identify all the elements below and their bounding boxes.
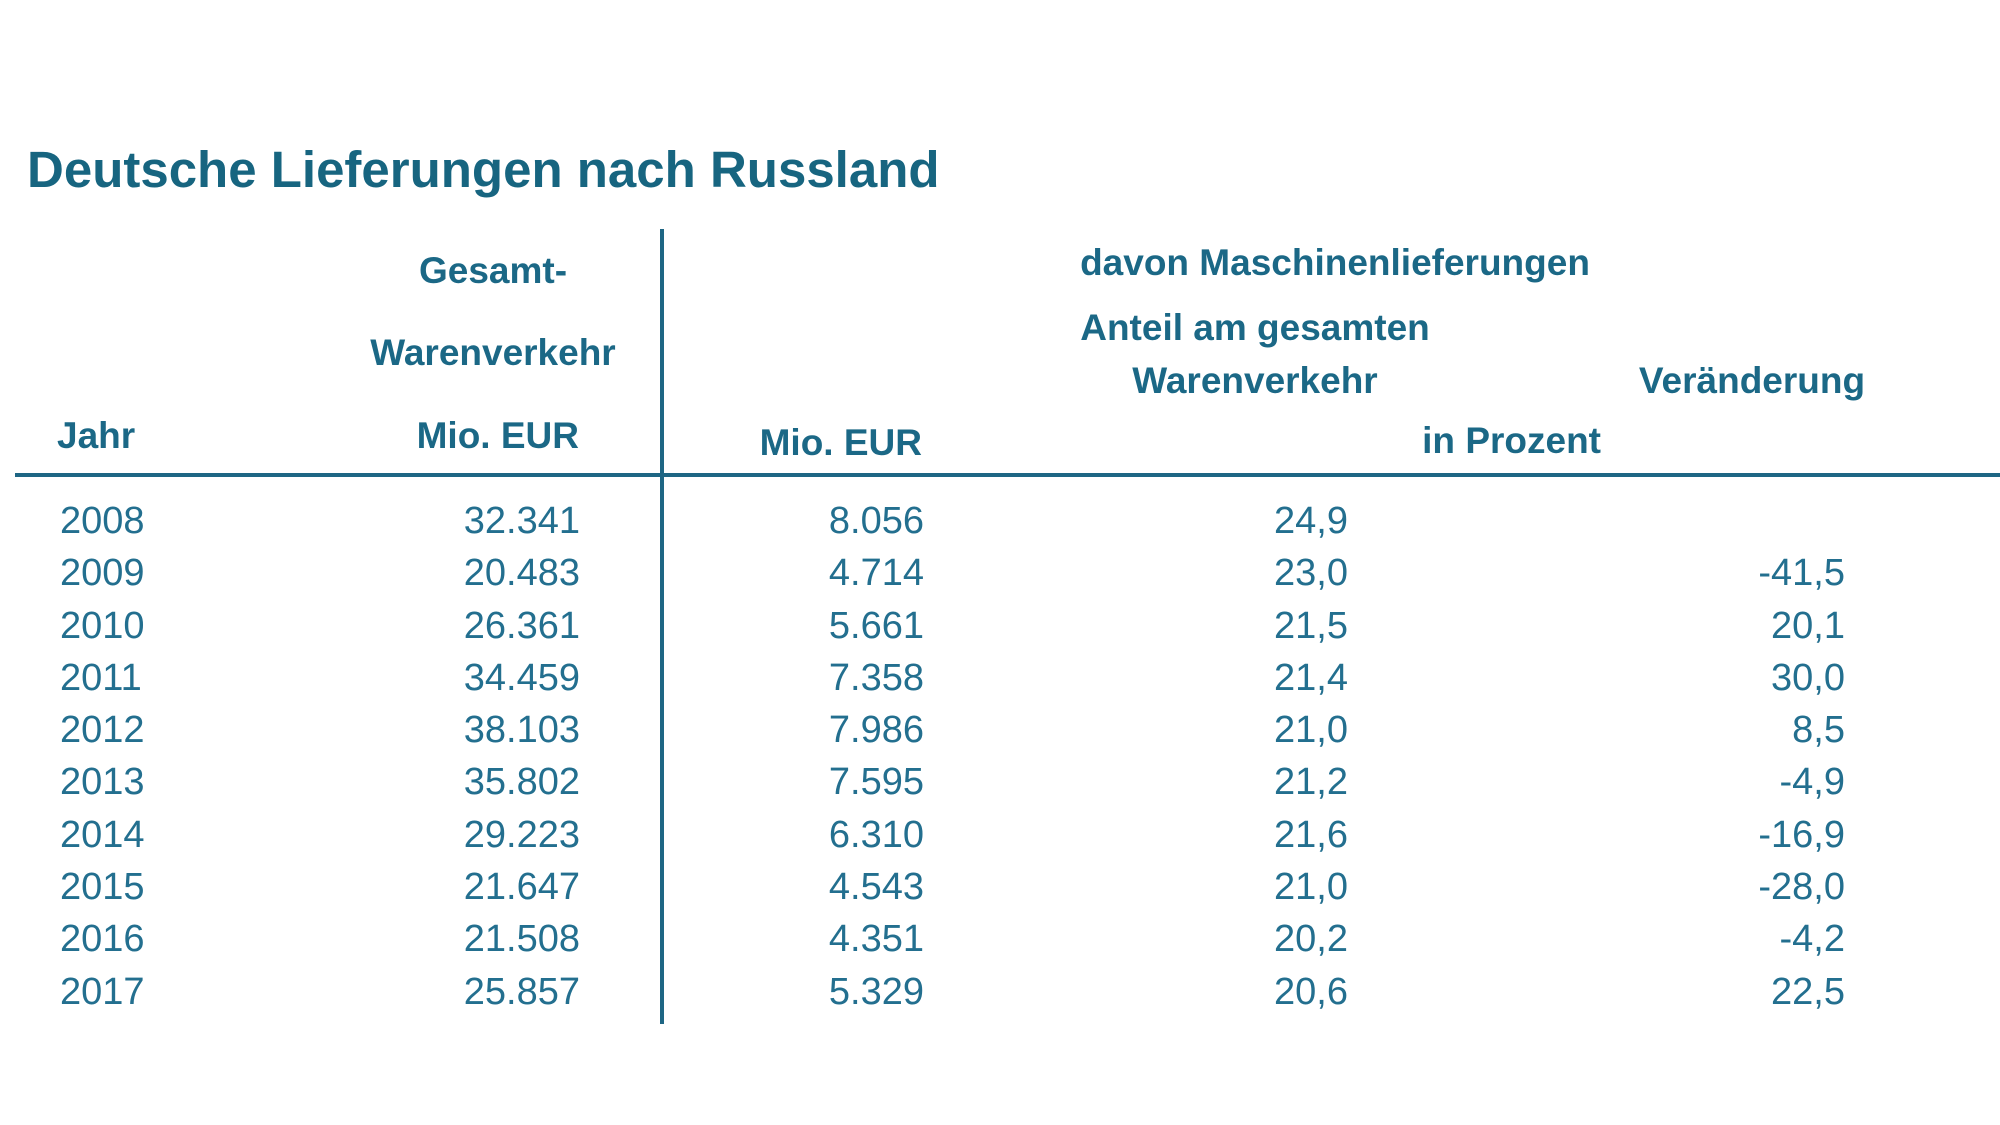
header-gesamt-unit: Mio. EUR <box>416 415 579 456</box>
cell-anteil: 23,0 <box>1274 552 1348 595</box>
cell-gesamt: 20.483 <box>463 552 580 595</box>
cell-veraenderung: -4,2 <box>1779 918 1845 961</box>
header-anteil-line1: Anteil am gesamten <box>1080 307 1430 348</box>
header-in-prozent: in Prozent <box>1422 420 1601 461</box>
cell-anteil: 20,6 <box>1274 970 1348 1013</box>
cell-gesamt: 25.857 <box>463 970 580 1013</box>
cell-veraenderung: 22,5 <box>1771 970 1845 1013</box>
cell-year: 2016 <box>60 918 145 961</box>
header-masch-unit: Mio. EUR <box>759 422 922 463</box>
cell-maschinen: 7.595 <box>828 761 924 804</box>
cell-year: 2015 <box>60 866 145 909</box>
cell-anteil: 21,4 <box>1274 656 1348 699</box>
cell-year: 2013 <box>60 761 145 804</box>
cell-year: 2008 <box>60 500 145 542</box>
cell-gesamt: 29.223 <box>463 813 580 856</box>
cell-gesamt: 34.459 <box>463 656 580 699</box>
cell-gesamt: 32.341 <box>463 500 580 542</box>
table-row: 2011 34.459 7.358 21,4 30,0 <box>0 657 2000 709</box>
table-row: 2013 35.802 7.595 21,2 -4,9 <box>0 761 2000 813</box>
cell-veraenderung: -28,0 <box>1758 866 1845 909</box>
table-row: 2017 25.857 5.329 20,6 22,5 <box>0 971 2000 1023</box>
cell-veraenderung: -16,9 <box>1758 813 1845 856</box>
cell-anteil: 21,0 <box>1274 866 1348 909</box>
header-rule <box>15 473 2000 477</box>
table-body: 2008 32.341 8.056 24,9 2009 20.483 4.714 23,0 -4… <box>0 500 2000 1023</box>
table-title: Deutsche Lieferungen nach Russland <box>27 141 940 198</box>
cell-maschinen: 6.310 <box>828 813 924 856</box>
column-divider <box>660 229 664 1024</box>
table-row: 2014 29.223 6.310 21,6 -16,9 <box>0 814 2000 866</box>
cell-anteil: 21,6 <box>1274 813 1348 856</box>
header-davon: davon Maschinenlieferungen <box>1080 242 1590 283</box>
cell-anteil: 21,0 <box>1274 709 1348 752</box>
table-row: 2008 32.341 8.056 24,9 <box>0 500 2000 552</box>
cell-maschinen: 7.986 <box>828 709 924 752</box>
cell-anteil: 24,9 <box>1274 500 1348 542</box>
cell-veraenderung: -41,5 <box>1758 552 1845 595</box>
cell-year: 2012 <box>60 709 145 752</box>
cell-year: 2017 <box>60 970 145 1013</box>
cell-anteil: 20,2 <box>1274 918 1348 961</box>
cell-maschinen: 4.543 <box>828 866 924 909</box>
cell-maschinen: 7.358 <box>828 656 924 699</box>
cell-veraenderung: 8,5 <box>1792 709 1845 752</box>
cell-gesamt: 26.361 <box>463 604 580 647</box>
table-row: 2016 21.508 4.351 20,2 -4,2 <box>0 918 2000 970</box>
table-row: 2015 21.647 4.543 21,0 -28,0 <box>0 866 2000 918</box>
header-gesamt-line2: Warenverkehr <box>370 332 616 373</box>
header-anteil-line2: Warenverkehr <box>1132 360 1378 401</box>
cell-veraenderung: 20,1 <box>1771 604 1845 647</box>
cell-gesamt: 35.802 <box>463 761 580 804</box>
cell-veraenderung: -4,9 <box>1779 761 1845 804</box>
cell-maschinen: 5.329 <box>828 970 924 1013</box>
header-veraenderung: Veränderung <box>1638 360 1866 401</box>
cell-maschinen: 4.714 <box>828 552 924 595</box>
cell-gesamt: 21.508 <box>463 918 580 961</box>
header-gesamt-line1: Gesamt- <box>418 250 568 291</box>
table-row: 2012 38.103 7.986 21,0 8,5 <box>0 709 2000 761</box>
cell-veraenderung: 30,0 <box>1771 656 1845 699</box>
cell-maschinen: 4.351 <box>828 918 924 961</box>
cell-anteil: 21,2 <box>1274 761 1348 804</box>
cell-anteil: 21,5 <box>1274 604 1348 647</box>
cell-year: 2014 <box>60 813 145 856</box>
table-row: 2010 26.361 5.661 21,5 20,1 <box>0 605 2000 657</box>
cell-maschinen: 8.056 <box>828 500 924 542</box>
cell-year: 2010 <box>60 604 145 647</box>
cell-gesamt: 21.647 <box>463 866 580 909</box>
cell-year: 2009 <box>60 552 145 595</box>
cell-gesamt: 38.103 <box>463 709 580 752</box>
cell-year: 2011 <box>60 656 142 699</box>
cell-maschinen: 5.661 <box>828 604 924 647</box>
table-row: 2009 20.483 4.714 23,0 -41,5 <box>0 552 2000 604</box>
header-jahr: Jahr <box>57 415 136 456</box>
